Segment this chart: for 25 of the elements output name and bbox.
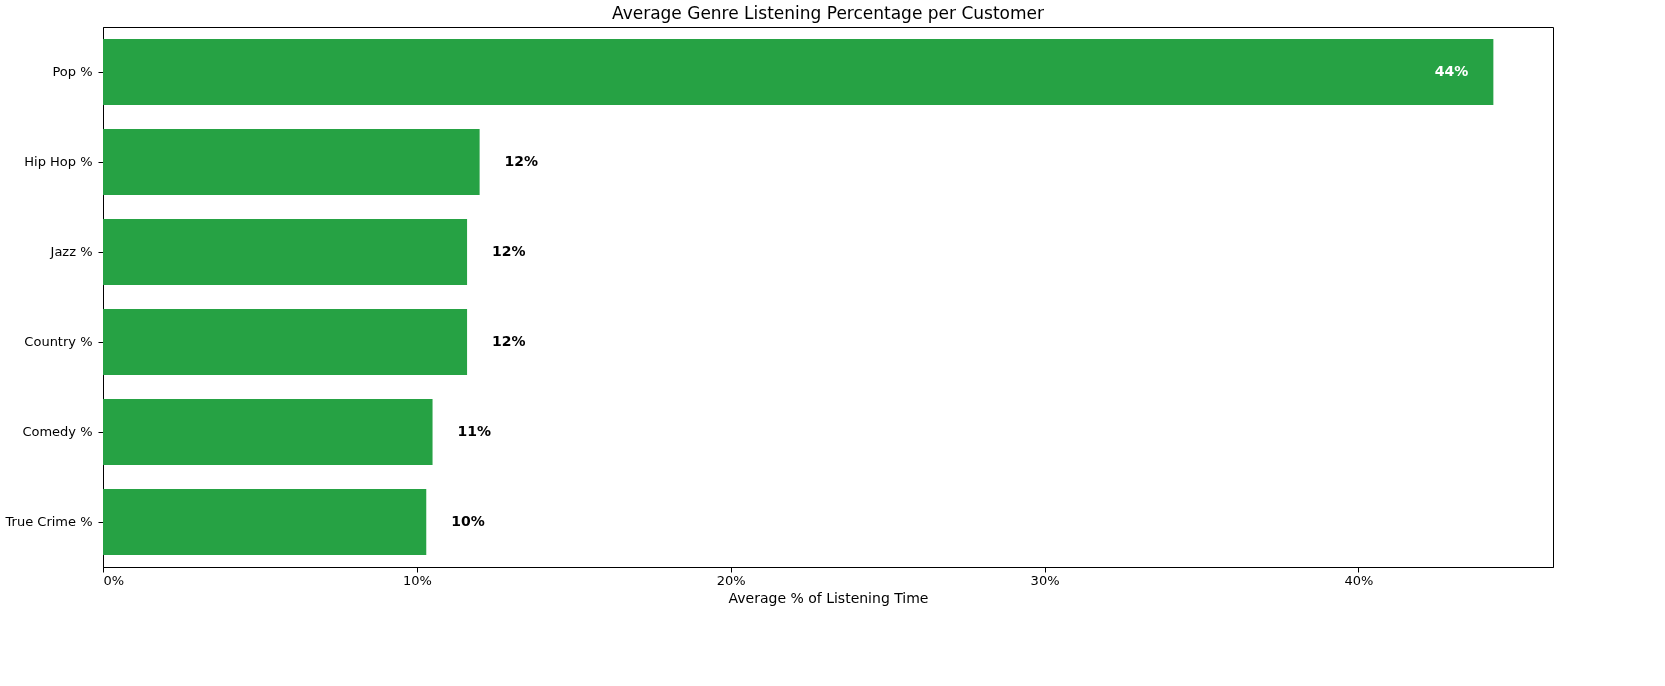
x-tick-label: 20%	[716, 572, 746, 588]
x-tick-label: 0%	[103, 572, 125, 588]
x-tick-label: 40%	[1344, 572, 1374, 588]
data-label: 12%	[492, 243, 526, 259]
bar	[103, 399, 433, 465]
y-tick-label: Comedy %	[22, 424, 93, 439]
bar	[103, 39, 1494, 105]
data-label: 12%	[492, 333, 526, 349]
data-label: 11%	[457, 423, 492, 439]
y-tick-label: Pop %	[52, 64, 93, 79]
data-label: 10%	[451, 513, 485, 529]
bar	[103, 489, 427, 555]
y-tick-label: Country %	[24, 334, 93, 349]
data-label: 12%	[504, 153, 539, 169]
x-tick-label: 10%	[402, 572, 432, 588]
y-tick-label: Jazz %	[49, 244, 93, 259]
bar	[103, 129, 480, 195]
bar	[103, 309, 468, 375]
y-tick-label: True Crime %	[4, 514, 93, 529]
x-axis-title: Average % of Listening Time	[728, 589, 929, 606]
x-tick-label: 30%	[1030, 572, 1060, 588]
chart-title: Average Genre Listening Percentage per Customer	[612, 3, 1045, 23]
y-tick-label: Hip Hop %	[24, 154, 93, 169]
bar	[103, 219, 468, 285]
data-label: 44%	[1434, 63, 1469, 79]
